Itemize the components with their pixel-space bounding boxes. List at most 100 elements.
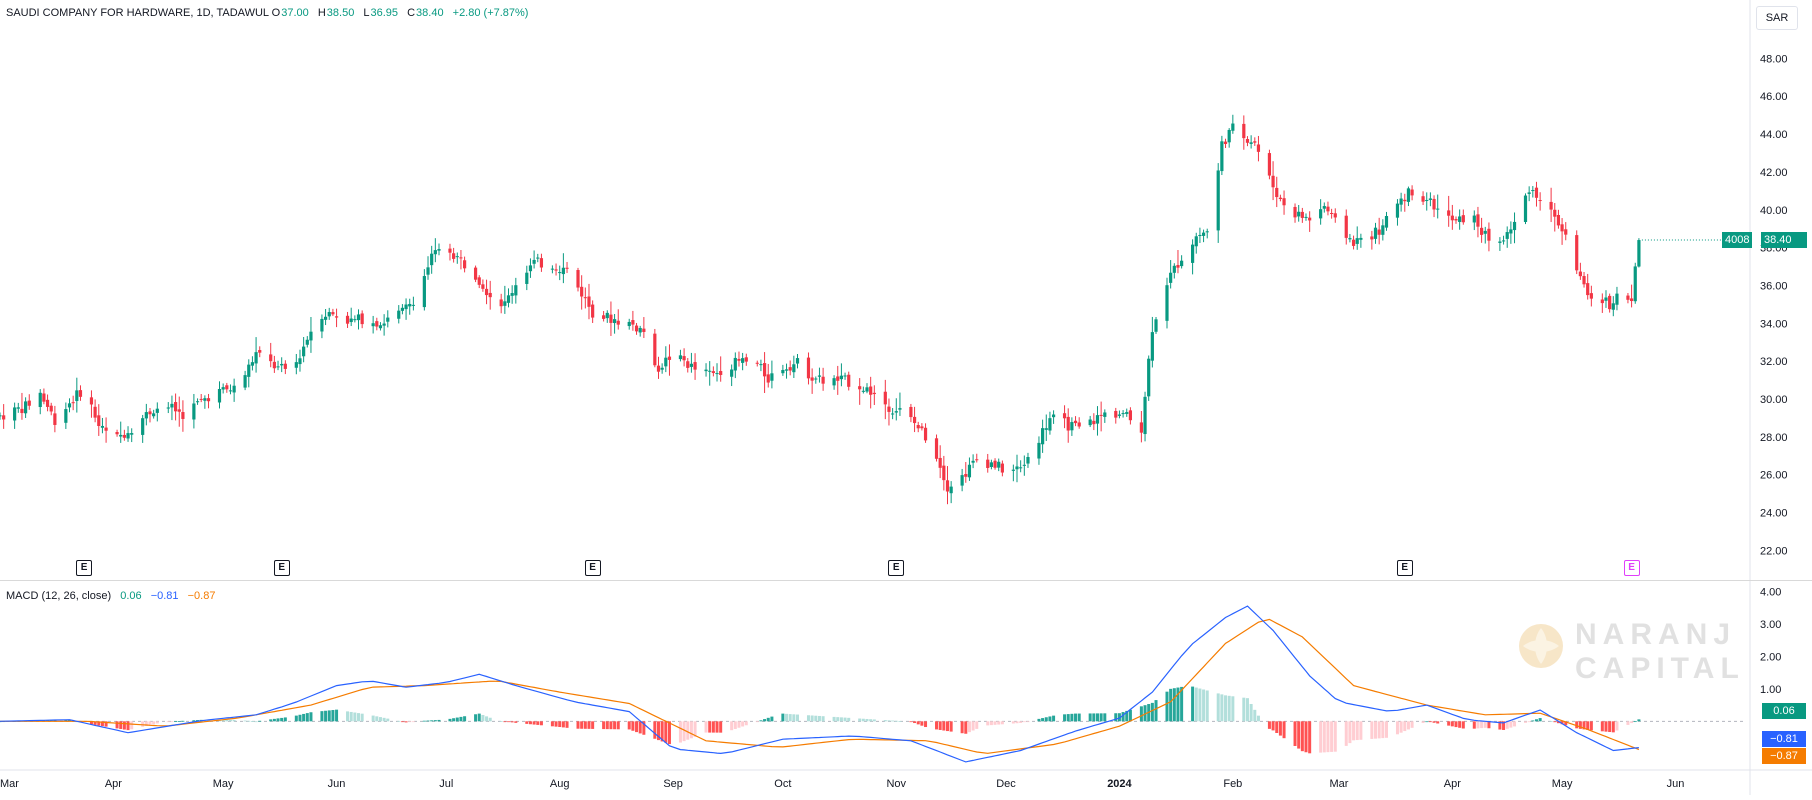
macd-hist-bar bbox=[488, 717, 492, 722]
macd-hist-bar bbox=[1403, 721, 1407, 732]
candle-body bbox=[148, 411, 152, 415]
macd-hist-bar bbox=[1271, 721, 1275, 731]
macd-line-value: −0.81 bbox=[150, 590, 179, 602]
candle-body bbox=[1180, 260, 1184, 267]
panel-divider[interactable] bbox=[0, 580, 1812, 581]
macd-hist-bar bbox=[1019, 721, 1023, 723]
candle-body bbox=[1373, 227, 1378, 239]
earnings-marker[interactable]: E bbox=[1623, 560, 1640, 576]
macd-hist-bar bbox=[1575, 721, 1579, 729]
macd-hist-bar bbox=[1070, 713, 1074, 722]
currency-button[interactable]: SAR bbox=[1756, 6, 1798, 30]
macd-hist-bar bbox=[1600, 721, 1604, 732]
macd-hist-bar bbox=[331, 710, 335, 722]
macd-hist-bar bbox=[422, 720, 426, 722]
macd-hist-bar bbox=[1139, 706, 1143, 722]
candle-body bbox=[1099, 414, 1103, 416]
earnings-marker[interactable]: E bbox=[584, 560, 601, 576]
macd-hist-bar bbox=[1513, 721, 1517, 727]
macd-hist-bar bbox=[664, 721, 668, 743]
macd-title[interactable]: MACD (12, 26, close) bbox=[6, 590, 112, 602]
macd-hist-bar bbox=[1355, 721, 1359, 741]
open-value: 37.00 bbox=[281, 7, 309, 19]
candle-body bbox=[1578, 271, 1582, 277]
macd-hist-bar bbox=[174, 721, 178, 723]
macd-hist-bar bbox=[309, 712, 313, 722]
macd-hist-bar bbox=[627, 721, 631, 730]
macd-hist-bar bbox=[1553, 721, 1557, 723]
candle-body bbox=[1297, 211, 1301, 217]
symbol-title[interactable]: SAUDI COMPANY FOR HARDWARE, 1D, TADAWUL bbox=[6, 7, 269, 19]
macd-hist-bar bbox=[1502, 721, 1506, 730]
earnings-marker[interactable]: E bbox=[273, 560, 290, 576]
macd-hist-bar bbox=[1534, 719, 1538, 722]
candle-body bbox=[97, 415, 101, 427]
time-axis-label: 2024 bbox=[1107, 778, 1132, 790]
macd-hist-bar bbox=[781, 713, 785, 722]
candle-body bbox=[664, 357, 668, 367]
candle-body bbox=[1633, 266, 1637, 302]
macd-hist-bar bbox=[785, 713, 789, 722]
candle-body bbox=[653, 333, 657, 366]
candle-body bbox=[38, 392, 42, 408]
earnings-marker[interactable]: E bbox=[1396, 560, 1413, 576]
candle-body bbox=[993, 460, 997, 468]
candle-body bbox=[942, 465, 946, 481]
candle-body bbox=[583, 297, 587, 299]
macd-hist-bar bbox=[1121, 712, 1125, 722]
time-axis-label: May bbox=[1552, 778, 1573, 790]
candle-body bbox=[1447, 210, 1451, 216]
candle-body bbox=[1355, 238, 1359, 244]
macd-hist-bar bbox=[993, 721, 997, 725]
macd-hist-bar bbox=[1022, 721, 1026, 723]
macd-hist-bar bbox=[1282, 721, 1286, 739]
macd-hist-bar bbox=[602, 721, 606, 730]
candle-body bbox=[1461, 215, 1465, 223]
macd-tick-label: 1.00 bbox=[1760, 684, 1781, 696]
candle-body bbox=[221, 387, 225, 390]
candle-body bbox=[411, 304, 415, 306]
macd-hist-bar bbox=[181, 720, 185, 722]
macd-hist-bar bbox=[1348, 721, 1352, 744]
candle-body bbox=[561, 267, 565, 275]
time-axis-label: Mar bbox=[1329, 778, 1348, 790]
candle-body bbox=[1022, 464, 1026, 466]
macd-hist-bar bbox=[924, 721, 928, 728]
macd-hist-bar bbox=[967, 721, 971, 733]
macd-hist-bar bbox=[591, 721, 595, 729]
candle-body bbox=[1267, 153, 1272, 176]
macd-hist-bar bbox=[122, 721, 126, 730]
macd-hist-bar bbox=[1095, 713, 1099, 722]
macd-hist-bar bbox=[353, 712, 357, 722]
candle-body bbox=[126, 433, 130, 439]
price-tick-label: 42.00 bbox=[1760, 167, 1788, 179]
macd-hist-bar bbox=[382, 717, 386, 722]
earnings-marker[interactable]: E bbox=[76, 560, 93, 576]
macd-hist-bar bbox=[1052, 715, 1056, 722]
macd-tick-label: 3.00 bbox=[1760, 619, 1781, 631]
candle-body bbox=[1198, 234, 1202, 236]
earnings-marker[interactable]: E bbox=[888, 560, 905, 576]
candle-body bbox=[719, 371, 723, 375]
macd-hist-bar bbox=[1560, 721, 1564, 725]
candle-body bbox=[269, 354, 273, 362]
candle-body bbox=[580, 286, 584, 297]
macd-hist-bar bbox=[1633, 721, 1637, 723]
candle-body bbox=[733, 357, 737, 371]
macd-hist-bar bbox=[744, 721, 748, 726]
candle-body bbox=[960, 475, 964, 486]
macd-hist-bar bbox=[689, 721, 693, 739]
candle-body bbox=[243, 375, 247, 388]
macd-hist-bar bbox=[638, 721, 642, 734]
macd-hist-bar bbox=[580, 721, 584, 729]
macd-hist-bar bbox=[986, 721, 990, 726]
candle-body bbox=[473, 267, 478, 280]
macd-hist-bar bbox=[430, 720, 434, 722]
candle-body bbox=[247, 364, 251, 377]
macd-hist-value: 0.06 bbox=[120, 590, 142, 602]
macd-hist-bar bbox=[1172, 688, 1176, 722]
candle-body bbox=[250, 362, 255, 366]
candle-body bbox=[298, 358, 302, 365]
macd-hist-bar bbox=[485, 716, 489, 722]
